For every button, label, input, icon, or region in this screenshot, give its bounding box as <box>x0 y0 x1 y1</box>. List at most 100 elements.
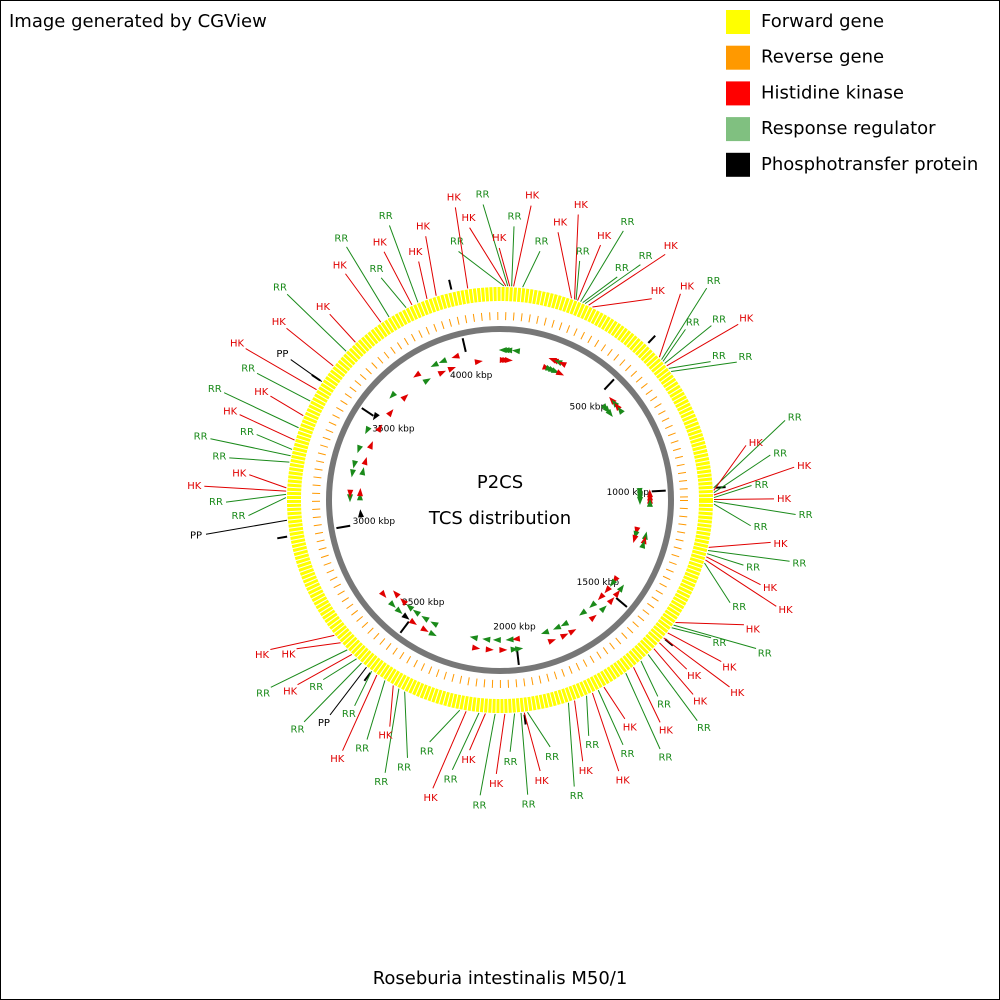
feature-marker <box>365 425 372 435</box>
feature-marker <box>612 590 621 599</box>
leader-line <box>671 361 737 372</box>
feature-label: HK <box>281 650 296 661</box>
feature-label: RR <box>712 351 726 362</box>
leader-line <box>640 660 659 697</box>
tick-mark <box>516 650 520 666</box>
tick-mark <box>615 597 628 608</box>
feature-label: RR <box>535 236 549 247</box>
leader-line <box>523 712 541 772</box>
feature-label: PP <box>318 718 330 729</box>
leader-line <box>575 260 581 301</box>
feature-marker <box>400 598 409 606</box>
feature-marker <box>485 646 494 653</box>
feature-marker <box>408 617 417 625</box>
tick-mark <box>448 279 453 290</box>
feature-label: HK <box>730 688 745 699</box>
feature-label: HK <box>779 605 794 616</box>
feature-label: HK <box>416 222 431 233</box>
feature-label: RR <box>621 217 635 228</box>
feature-marker <box>400 394 409 402</box>
leader-line <box>664 325 712 364</box>
tick-label: 3000 kbp <box>353 517 396 527</box>
feature-label: RR <box>476 189 490 200</box>
feature-label: RR <box>758 649 772 660</box>
feature-marker <box>559 633 569 640</box>
feature-marker <box>504 347 513 354</box>
feature-marker <box>387 600 396 608</box>
leader-line <box>418 261 428 299</box>
feature-label: HK <box>579 766 594 777</box>
leader-line <box>668 361 711 369</box>
leader-line <box>256 372 311 402</box>
feature-marker <box>514 646 524 653</box>
legend-label: Forward gene <box>761 11 884 32</box>
feature-marker <box>421 615 430 623</box>
leader-line <box>479 713 496 796</box>
legend-swatch <box>726 81 750 106</box>
leader-line <box>366 680 386 740</box>
leader-line <box>713 485 752 499</box>
feature-marker <box>616 584 625 593</box>
leader-line <box>384 688 400 773</box>
leader-line <box>346 246 390 318</box>
leader-line <box>591 692 620 772</box>
leader-line <box>597 689 624 746</box>
feature-label: HK <box>330 754 345 765</box>
leader-line <box>662 329 686 362</box>
feature-marker <box>430 360 440 367</box>
feature-marker <box>412 609 422 617</box>
leader-line <box>713 498 775 501</box>
leader-line <box>577 244 601 301</box>
leader-line <box>707 550 790 562</box>
feature-label: HK <box>659 725 674 736</box>
leader-line <box>603 686 626 720</box>
feature-marker <box>492 637 501 644</box>
feature-label: HK <box>774 539 789 550</box>
feature-label: RR <box>450 237 464 248</box>
feature-marker <box>350 468 357 478</box>
feature-label: RR <box>209 497 223 508</box>
feature-marker <box>356 492 363 501</box>
leader-line <box>404 691 408 758</box>
feature-marker <box>598 605 607 614</box>
leader-line <box>286 293 347 352</box>
leader-line <box>495 713 506 775</box>
feature-label: HK <box>693 696 708 707</box>
feature-marker <box>554 360 563 366</box>
feature-label: RR <box>746 563 760 574</box>
feature-label: RR <box>444 775 458 786</box>
feature-label: RR <box>754 522 768 533</box>
feature-marker <box>366 441 373 450</box>
leader-line <box>625 672 661 750</box>
feature-label: RR <box>232 511 246 522</box>
leader-line <box>229 457 290 463</box>
feature-marker <box>393 590 401 599</box>
leader-line <box>713 500 796 516</box>
feature-marker <box>347 489 354 498</box>
leader-line <box>675 621 744 626</box>
feature-label: HK <box>574 200 589 211</box>
leader-line <box>673 624 757 649</box>
leader-line <box>713 419 786 489</box>
leader-line <box>270 634 335 650</box>
feature-marker <box>420 625 429 632</box>
feature-label: RR <box>504 757 518 768</box>
feature-label: RR <box>657 699 671 710</box>
center-title: P2CS <box>477 472 523 493</box>
leader-line <box>557 232 572 299</box>
leader-line <box>574 214 579 300</box>
feature-marker <box>604 585 612 594</box>
leader-line <box>658 293 681 358</box>
leader-line <box>469 227 507 287</box>
leader-line <box>647 654 698 721</box>
feature-marker <box>609 578 618 587</box>
feature-label: RR <box>585 740 599 751</box>
leader-line <box>567 702 575 787</box>
feature-marker <box>637 496 644 505</box>
leader-line <box>322 658 357 681</box>
feature-label: HK <box>223 407 238 418</box>
feature-label: HK <box>447 193 462 204</box>
leader-line <box>303 662 362 723</box>
tick-label: 1500 kbp <box>577 578 620 588</box>
feature-label: HK <box>763 583 778 594</box>
